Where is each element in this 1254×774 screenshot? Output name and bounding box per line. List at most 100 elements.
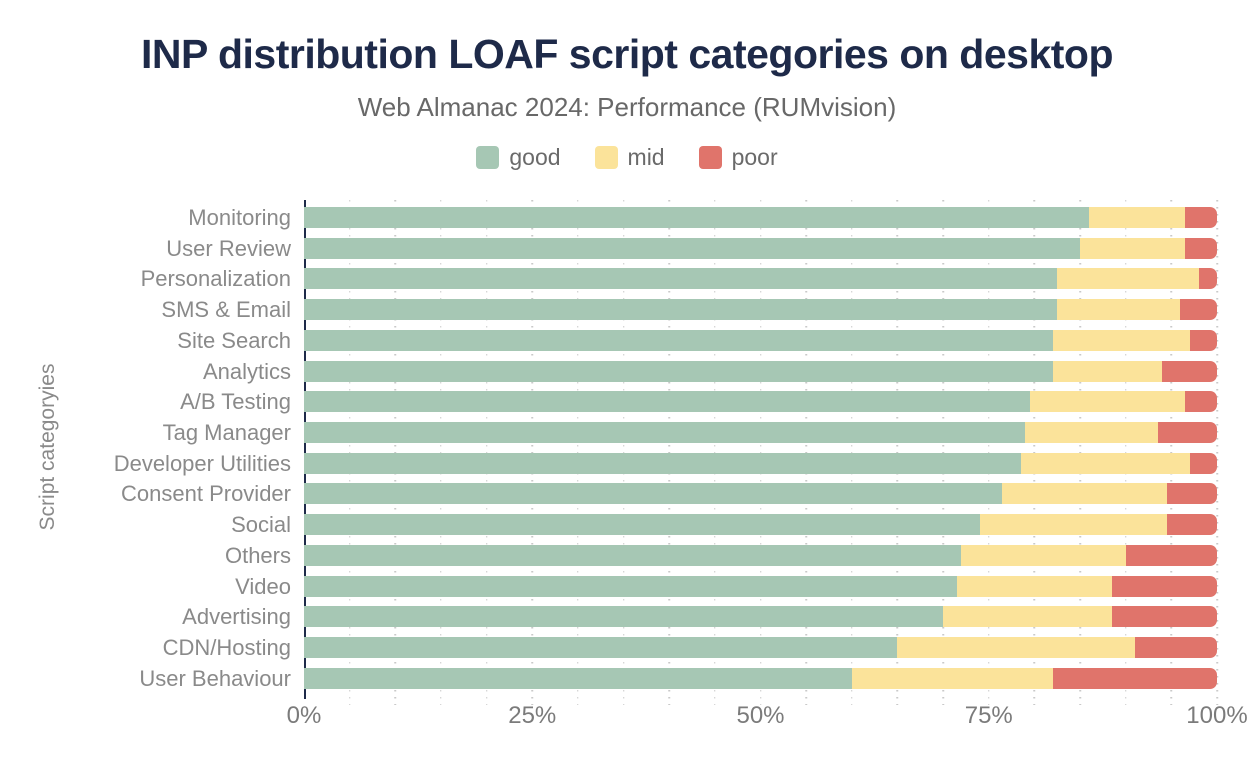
stacked-bar xyxy=(304,514,1217,536)
legend-swatch-poor xyxy=(698,146,722,169)
bar-segment-good xyxy=(304,575,957,597)
stacked-bar xyxy=(304,422,1217,444)
legend-label: poor xyxy=(731,144,778,170)
legend-swatch-mid xyxy=(594,146,618,169)
bar-segment-poor xyxy=(1189,329,1217,351)
x-axis: 0% 25% 50% 75% 100% xyxy=(287,702,1248,736)
chart-row: Personalization xyxy=(0,268,1254,299)
gridline xyxy=(1124,200,1127,705)
legend-swatch-good xyxy=(476,146,500,169)
category-label: A/B Testing xyxy=(180,389,291,415)
category-label: CDN/Hosting xyxy=(162,635,291,661)
bar-segment-poor xyxy=(1180,299,1217,321)
bar-segment-mid xyxy=(1025,422,1158,444)
category-label: Video xyxy=(235,573,291,599)
bar-segment-mid xyxy=(897,637,1135,659)
legend-label: mid xyxy=(627,144,665,170)
bar-segment-good xyxy=(304,207,1090,228)
gridline xyxy=(1170,200,1173,705)
bar-segment-poor xyxy=(1198,268,1217,290)
stacked-bar xyxy=(304,360,1217,382)
gridline xyxy=(577,200,579,705)
gridline xyxy=(759,200,762,705)
legend-label: good xyxy=(509,144,561,170)
stacked-bar xyxy=(304,544,1217,566)
bar-segment-poor xyxy=(1185,391,1217,413)
chart-rows: Monitoring User Review Personalization SMS … xyxy=(0,207,1254,699)
bar-segment-mid xyxy=(1052,329,1190,351)
category-label: Tag Manager xyxy=(162,420,291,446)
category-label: Developer Utilities xyxy=(113,450,291,476)
chart-row: CDN/Hosting xyxy=(0,637,1254,668)
category-label: Social xyxy=(231,512,291,538)
chart-row: Consent Provider xyxy=(0,483,1254,514)
bar-segment-good xyxy=(304,452,1021,474)
bar-segment-poor xyxy=(1185,237,1217,259)
gridline xyxy=(851,200,853,705)
bar-segment-mid xyxy=(1057,268,1199,290)
category-label: Consent Provider xyxy=(121,481,291,507)
stacked-bar xyxy=(304,452,1217,474)
gridline xyxy=(805,200,807,705)
plot-area xyxy=(304,200,1218,705)
gridline xyxy=(348,200,351,705)
category-label: Others xyxy=(224,542,291,568)
bar-segment-mid xyxy=(1002,483,1167,505)
stacked-bar xyxy=(304,391,1217,413)
chart-row: User Behaviour xyxy=(0,667,1254,699)
bar-segment-good xyxy=(304,268,1058,290)
category-label: User Review xyxy=(166,235,291,261)
category-label: SMS & Email xyxy=(161,297,291,323)
x-tick-label: 0% xyxy=(286,702,322,729)
stacked-bar xyxy=(304,329,1217,351)
bar-segment-good xyxy=(304,667,852,689)
bar-segment-good xyxy=(304,391,1030,413)
chart-row: Developer Utilities xyxy=(0,450,1254,484)
bar-segment-good xyxy=(304,360,1053,382)
stacked-bar xyxy=(304,237,1217,259)
chart-title: INP distribution LOAF script categories … xyxy=(140,31,1114,77)
legend-item-good: good xyxy=(476,144,561,171)
y-axis-line xyxy=(304,200,306,699)
bar-segment-good xyxy=(304,422,1026,444)
bar-segment-good xyxy=(304,606,944,628)
bar-segment-good xyxy=(304,483,1003,505)
chart-row: Video xyxy=(0,573,1254,607)
bar-segment-mid xyxy=(956,575,1112,597)
bar-segment-poor xyxy=(1111,575,1217,597)
chart-row: Others xyxy=(0,542,1254,576)
gridline xyxy=(896,200,899,705)
bar-segment-poor xyxy=(1052,667,1217,689)
category-label: Analytics xyxy=(202,358,291,384)
bar-segment-mid xyxy=(851,667,1053,689)
bar-segment-mid xyxy=(961,544,1126,566)
x-tick-label: 75% xyxy=(964,702,1013,729)
bar-segment-mid xyxy=(1052,360,1163,382)
x-tick-label: 100% xyxy=(1186,702,1248,729)
legend: good mid poor xyxy=(0,144,1254,171)
bar-segment-mid xyxy=(1080,237,1186,259)
bar-segment-mid xyxy=(979,514,1167,536)
chart-row: A/B Testing xyxy=(0,391,1254,422)
bar-segment-good xyxy=(304,544,962,566)
bar-segment-poor xyxy=(1166,514,1217,536)
chart-row: SMS & Email xyxy=(0,299,1254,330)
stacked-bar xyxy=(304,483,1217,505)
bar-segment-poor xyxy=(1125,544,1217,566)
gridline xyxy=(942,200,944,705)
gridline xyxy=(988,200,990,705)
chart-row: User Review xyxy=(0,235,1254,269)
bar-segment-good xyxy=(304,299,1058,321)
bar-segment-poor xyxy=(1166,483,1217,505)
x-tick-label: 25% xyxy=(508,702,557,729)
chart-row: Site Search xyxy=(0,329,1254,361)
category-label: Advertising xyxy=(182,604,291,630)
bar-segment-good xyxy=(304,329,1053,351)
bar-segment-good xyxy=(304,514,980,536)
gridline xyxy=(714,200,716,705)
bar-segment-good xyxy=(304,237,1081,259)
bar-segment-poor xyxy=(1189,452,1217,474)
x-tick-label: 50% xyxy=(736,702,785,729)
bar-segment-mid xyxy=(1057,299,1181,321)
legend-item-poor: poor xyxy=(698,144,778,171)
